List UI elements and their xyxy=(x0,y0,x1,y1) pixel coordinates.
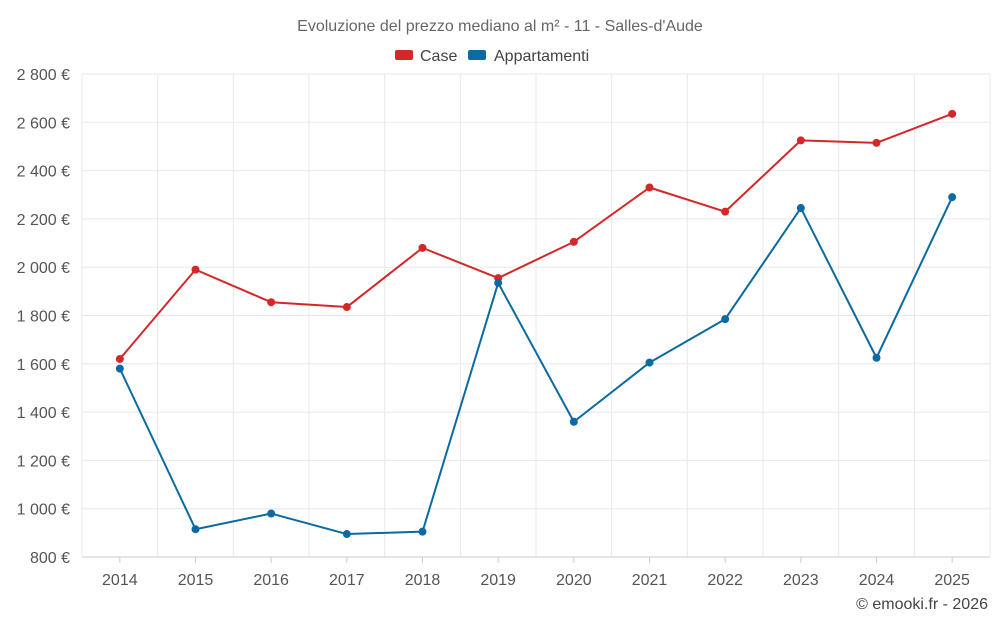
data-point-case[interactable] xyxy=(342,303,351,312)
data-point-appartamenti[interactable] xyxy=(342,530,351,539)
series xyxy=(115,109,957,539)
legend-item-appartamenti[interactable]: Appartamenti xyxy=(468,48,589,65)
x-tick-label: 2024 xyxy=(859,572,895,589)
x-tick-label: 2017 xyxy=(329,572,365,589)
y-tick-label: 2 000 € xyxy=(17,260,70,277)
data-point-case[interactable] xyxy=(418,243,427,252)
x-tick-label: 2018 xyxy=(405,572,441,589)
legend-swatch-case xyxy=(395,50,413,60)
data-point-case[interactable] xyxy=(191,265,200,274)
data-point-appartamenti[interactable] xyxy=(872,353,881,362)
series-line-case xyxy=(119,112,953,360)
y-tick-label: 2 600 € xyxy=(17,115,70,132)
y-tick-label: 1 800 € xyxy=(17,309,70,326)
data-point-appartamenti[interactable] xyxy=(569,417,578,426)
x-tick-label: 2025 xyxy=(934,572,970,589)
legend-label-appartamenti: Appartamenti xyxy=(494,48,589,65)
data-point-appartamenti[interactable] xyxy=(267,509,276,518)
data-point-case[interactable] xyxy=(796,136,805,145)
data-point-appartamenti[interactable] xyxy=(115,364,124,373)
data-point-appartamenti[interactable] xyxy=(948,193,957,202)
data-point-appartamenti[interactable] xyxy=(494,278,503,287)
y-tick-label: 1 400 € xyxy=(17,405,70,422)
x-tick-label: 2021 xyxy=(632,572,668,589)
data-point-case[interactable] xyxy=(872,138,881,147)
data-point-appartamenti[interactable] xyxy=(645,358,654,367)
legend-swatch-appartamenti xyxy=(468,50,486,60)
x-tick-label: 2022 xyxy=(707,572,743,589)
credit-text: © emooki.fr - 2026 xyxy=(856,596,988,613)
data-point-appartamenti[interactable] xyxy=(721,315,730,324)
chart-title: Evoluzione del prezzo mediano al m² - 11… xyxy=(297,18,703,35)
data-point-appartamenti[interactable] xyxy=(418,527,427,536)
x-tick-label: 2019 xyxy=(480,572,516,589)
y-tick-label: 2 200 € xyxy=(17,212,70,229)
legend-item-case[interactable]: Case xyxy=(395,48,457,65)
x-tick-label: 2023 xyxy=(783,572,819,589)
legend-label-case: Case xyxy=(420,48,457,65)
y-tick-label: 2 400 € xyxy=(17,164,70,181)
x-tick-label: 2014 xyxy=(102,572,138,589)
data-point-appartamenti[interactable] xyxy=(191,525,200,534)
data-point-case[interactable] xyxy=(948,109,957,118)
y-tick-label: 1 600 € xyxy=(17,357,70,374)
x-tick-label: 2016 xyxy=(253,572,289,589)
data-point-appartamenti[interactable] xyxy=(796,204,805,213)
series-line-appartamenti xyxy=(118,196,954,536)
data-point-case[interactable] xyxy=(267,298,276,307)
grid xyxy=(81,73,991,558)
data-point-case[interactable] xyxy=(721,207,730,216)
axes: 800 € 1 000 € 1 200 € 1 400 € 1 600 € 1 800 €… xyxy=(17,67,990,589)
data-point-case[interactable] xyxy=(115,354,124,363)
y-tick-label: 2 800 € xyxy=(17,67,70,84)
x-tick-label: 2015 xyxy=(178,572,214,589)
data-point-case[interactable] xyxy=(569,237,578,246)
y-tick-label: 800 € xyxy=(30,550,70,567)
y-tick-label: 1 200 € xyxy=(17,453,70,470)
data-point-case[interactable] xyxy=(645,183,654,192)
x-tick-label: 2020 xyxy=(556,572,592,589)
y-tick-label: 1 000 € xyxy=(17,502,70,519)
legend: Case Appartamenti xyxy=(395,48,589,65)
